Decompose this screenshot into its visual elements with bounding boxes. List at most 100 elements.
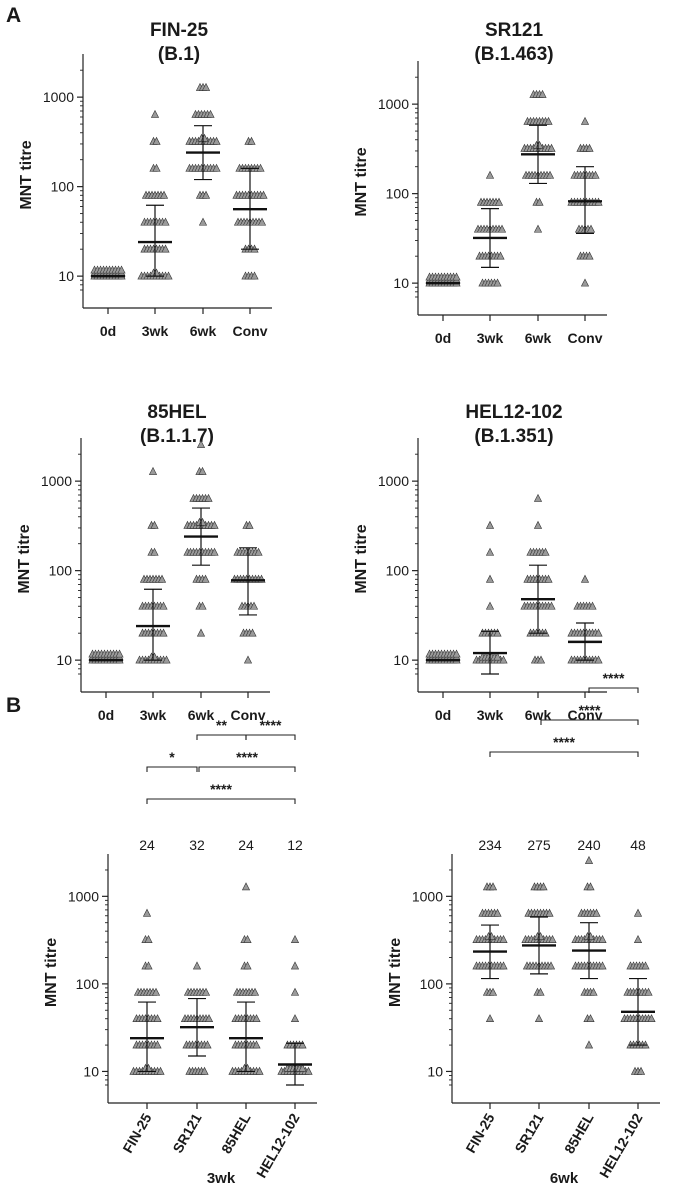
data-point <box>164 271 173 280</box>
data-point <box>201 987 211 996</box>
data-point <box>259 190 268 199</box>
y-axis-label: MNT titre <box>18 140 35 209</box>
y-tick-label: 10 <box>393 652 409 668</box>
data-point <box>247 136 256 145</box>
x-tick-label: 85HEL <box>218 1110 254 1156</box>
data-point <box>547 143 556 152</box>
gmt-label: 275 <box>527 837 551 853</box>
data-point <box>591 170 600 179</box>
data-point <box>546 961 556 970</box>
chart-title: (B.1.1.7) <box>140 426 214 447</box>
data-point <box>162 655 171 664</box>
data-point <box>633 935 643 943</box>
data-point <box>161 217 170 226</box>
data-point <box>533 224 543 233</box>
data-point <box>485 170 495 179</box>
data-point <box>452 272 461 281</box>
data-point <box>248 628 257 637</box>
data-point <box>241 882 251 891</box>
chart-6: 10 100 1000 MNT titre FIN-25 SR121 85HEL HEL12-… <box>387 670 660 1187</box>
data-point <box>150 520 159 529</box>
data-point <box>545 908 554 917</box>
data-point <box>594 628 603 637</box>
x-tick-label: 0d <box>98 707 114 723</box>
data-point <box>161 244 170 253</box>
data-point <box>584 1040 594 1049</box>
data-point <box>485 574 495 583</box>
x-tick-label: Conv <box>231 707 266 723</box>
significance-bracket <box>489 751 639 757</box>
significance-label: **** <box>236 749 258 765</box>
data-point <box>203 1040 212 1049</box>
data-point <box>536 655 546 664</box>
chart-title: HEL12-102 <box>465 402 562 423</box>
chart-3: 85HEL (B.1.1.7) 10 100 1000 MNT titre 0d 3wk 6wk… <box>16 402 270 723</box>
data-point <box>588 601 597 610</box>
x-tick-label: 6wk <box>190 323 217 339</box>
data-point <box>290 1014 300 1023</box>
y-tick-label: 1000 <box>378 96 409 112</box>
data-point <box>499 961 508 970</box>
data-point <box>584 855 594 864</box>
data-point <box>580 116 590 125</box>
chart-1: FIN-25 (B.1) 10 100 1000 MNT titre 0d 3wk 6wk Con… <box>18 20 272 339</box>
data-point <box>536 987 545 996</box>
data-point <box>212 136 221 145</box>
significance-label: * <box>169 749 175 765</box>
data-point <box>533 493 543 502</box>
data-point <box>485 601 495 610</box>
data-point <box>304 1066 313 1075</box>
data-point <box>250 987 260 996</box>
chart-2: SR121 (B.1.463) 10 100 1000 MNT titre 0d 3wk 6wk… <box>353 20 607 346</box>
data-point <box>159 628 168 637</box>
data-point <box>152 163 161 172</box>
data-point <box>586 224 596 233</box>
chart-5: 10 100 1000 MNT titre FIN-25 SR121 85HEL HEL12-… <box>43 717 317 1187</box>
chart-title: (B.1.351) <box>474 426 553 447</box>
data-point <box>243 935 252 943</box>
data-point <box>633 908 643 917</box>
significance-label: ** <box>216 717 227 733</box>
data-point <box>488 882 498 891</box>
data-point <box>152 136 161 145</box>
x-tick-label: 3wk <box>142 323 169 339</box>
panel-label-b: B <box>6 694 21 717</box>
significance-label: **** <box>603 670 625 686</box>
data-point <box>485 547 495 556</box>
data-point <box>144 935 153 943</box>
data-point <box>485 520 495 529</box>
x-tick-label: 0d <box>435 707 451 723</box>
gmt-label: 240 <box>577 837 601 853</box>
data-point <box>580 278 590 287</box>
x-tick-label: FIN-25 <box>462 1110 497 1155</box>
data-point <box>647 1014 656 1023</box>
chart-title: (B.1) <box>158 44 200 65</box>
significance-bracket <box>588 687 639 693</box>
data-point <box>586 882 595 891</box>
y-tick-label: 10 <box>56 652 72 668</box>
data-point <box>206 109 215 118</box>
significance-bracket <box>540 719 639 725</box>
data-point <box>201 574 210 583</box>
chart-title: SR121 <box>485 20 544 41</box>
y-tick-label: 1000 <box>412 888 443 904</box>
data-point <box>539 882 548 891</box>
y-tick-label: 10 <box>393 275 409 291</box>
data-point <box>243 655 253 664</box>
x-tick-label: HEL12-102 <box>596 1110 646 1180</box>
data-point <box>580 574 590 583</box>
data-point <box>598 935 607 943</box>
data-point <box>544 116 553 125</box>
chart-title: 85HEL <box>147 402 207 423</box>
data-point <box>290 961 300 970</box>
x-tick-label: 6wk <box>188 707 215 723</box>
x-axis-label: 6wk <box>550 1170 579 1187</box>
significance-bracket <box>198 766 296 772</box>
data-point <box>200 1066 209 1075</box>
significance-label: **** <box>260 717 282 733</box>
y-tick-label: 10 <box>58 268 74 284</box>
x-tick-label: 0d <box>435 330 451 346</box>
x-tick-label: 6wk <box>525 707 552 723</box>
data-point <box>538 89 547 98</box>
